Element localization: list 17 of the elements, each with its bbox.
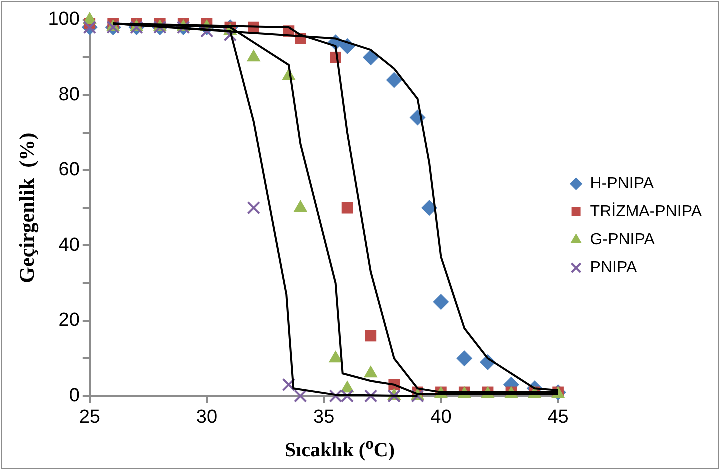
y-tick-label: 60 [58,160,80,181]
y-tick-label: 40 [58,234,80,256]
y-axis-title: Geçirgenlik (%) [15,132,40,284]
y-tick-label: 20 [58,310,80,332]
x-tick-label: 30 [196,406,218,428]
x-tick-label: 40 [430,406,452,428]
legend-label: TRİZMA-PNIPA [590,202,702,220]
x-tick-label: 45 [548,406,569,428]
x-tick-label: 35 [314,406,335,428]
legend-label: G-PNIPA [590,231,656,248]
legend-label: H-PNIPA [590,175,654,192]
y-tick-label: 100 [48,9,80,30]
x-tick-label: 25 [79,406,100,428]
y-tick-label: 0 [69,385,80,406]
y-tick-label: 80 [58,84,80,106]
legend-label: PNIPA [590,259,638,276]
x-axis-title: Sıcaklık ($^{o}$C) [284,434,396,463]
